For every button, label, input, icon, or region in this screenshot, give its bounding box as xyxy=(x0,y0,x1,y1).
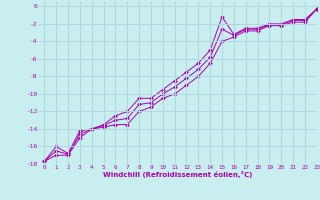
X-axis label: Windchill (Refroidissement éolien,°C): Windchill (Refroidissement éolien,°C) xyxy=(103,171,252,178)
